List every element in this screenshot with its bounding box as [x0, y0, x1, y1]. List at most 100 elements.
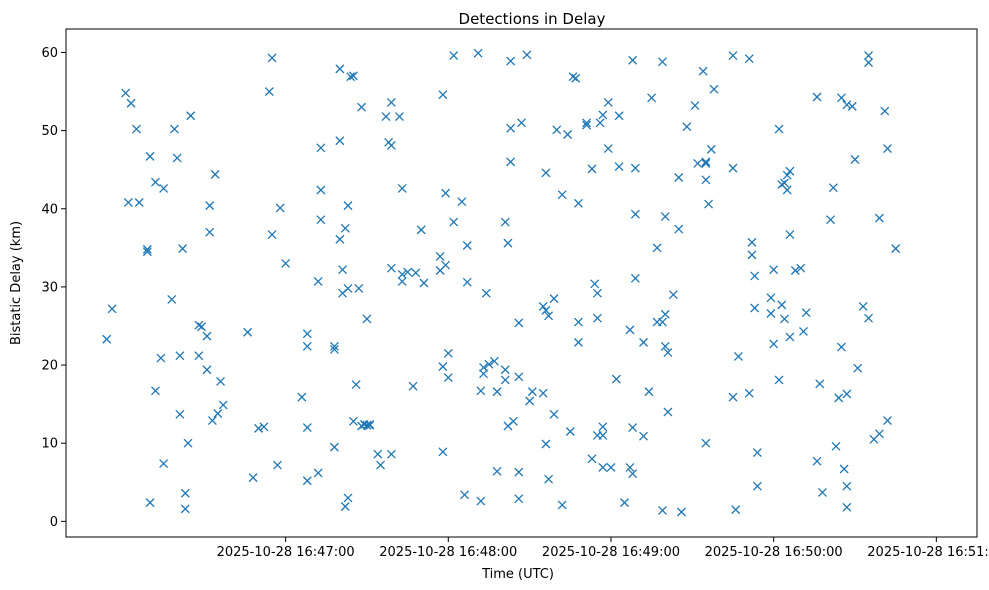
y-tick-label-4: 40	[41, 202, 58, 217]
data-point-49	[302, 341, 312, 351]
data-point-32	[205, 227, 215, 237]
data-point-140	[525, 396, 535, 406]
data-point-23	[180, 488, 190, 498]
data-point-157	[571, 73, 581, 83]
data-point-252	[815, 379, 825, 389]
data-point-221	[731, 505, 741, 515]
data-point-121	[484, 359, 494, 369]
data-point-276	[883, 144, 892, 154]
data-point-171	[598, 422, 608, 432]
data-point-191	[644, 387, 654, 397]
data-point-190	[639, 431, 648, 441]
data-point-108	[443, 373, 453, 383]
data-point-64	[338, 265, 348, 275]
x-axis-ticks: 2025-10-28 16:47:00 2025-10-28 16:48:00 20…	[217, 537, 989, 560]
data-point-167	[592, 313, 602, 323]
data-point-0	[102, 334, 112, 344]
data-point-111	[457, 197, 467, 207]
data-point-74	[351, 380, 361, 390]
data-point-258	[836, 93, 846, 103]
y-axis-label: Bistatic Delay (km)	[9, 221, 24, 345]
data-point-277	[883, 416, 892, 426]
data-point-144	[541, 168, 551, 178]
data-point-265	[847, 101, 857, 111]
data-point-137	[514, 467, 524, 477]
data-point-125	[500, 365, 510, 375]
data-point-211	[701, 158, 711, 168]
data-point-42	[264, 87, 274, 96]
data-point-267	[853, 363, 863, 373]
data-point-46	[275, 203, 285, 213]
data-point-209	[693, 158, 703, 168]
data-point-1	[107, 304, 117, 314]
data-point-128	[503, 238, 513, 248]
data-point-45	[273, 460, 282, 470]
data-point-172	[598, 430, 608, 440]
data-point-83	[373, 449, 383, 459]
data-point-181	[625, 325, 635, 335]
data-point-39	[248, 473, 258, 483]
data-point-207	[682, 122, 692, 132]
data-point-58	[329, 442, 339, 452]
data-point-132	[506, 56, 516, 66]
data-point-19	[175, 409, 185, 419]
y-tick-label-6: 60	[41, 46, 58, 61]
data-point-259	[836, 342, 846, 352]
data-point-107	[443, 348, 453, 358]
data-point-94	[397, 276, 407, 286]
data-point-80	[362, 314, 372, 324]
data-point-216	[706, 144, 716, 154]
data-point-183	[628, 423, 638, 433]
data-point-120	[481, 288, 491, 298]
data-point-110	[449, 51, 459, 61]
data-point-187	[630, 209, 640, 219]
data-point-174	[603, 98, 613, 107]
data-point-163	[587, 164, 597, 174]
data-point-54	[313, 468, 323, 478]
data-point-90	[386, 449, 396, 459]
data-point-7	[145, 151, 155, 161]
data-point-11	[145, 498, 155, 508]
data-point-155	[565, 427, 575, 436]
data-point-113	[462, 277, 472, 287]
data-point-159	[573, 317, 583, 327]
data-point-179	[614, 111, 624, 121]
data-point-8	[142, 244, 152, 254]
data-point-205	[674, 173, 684, 182]
data-point-4	[123, 198, 133, 207]
data-point-210	[698, 66, 708, 76]
data-point-127	[500, 375, 510, 385]
data-point-240	[780, 178, 789, 188]
data-point-67	[340, 502, 350, 511]
data-point-33	[207, 416, 217, 426]
data-point-184	[628, 469, 638, 479]
data-point-115	[473, 48, 483, 58]
y-tick-label-1: 10	[41, 437, 58, 452]
data-point-103	[438, 362, 448, 372]
x-tick-label-4: 2025-10-28 16:51:00	[867, 545, 989, 560]
data-point-6	[134, 198, 144, 207]
data-point-162	[582, 120, 592, 130]
data-point-44	[267, 230, 277, 240]
data-point-136	[514, 494, 524, 504]
data-point-38	[243, 327, 253, 337]
data-point-131	[506, 157, 516, 167]
data-point-124	[492, 466, 502, 476]
data-point-255	[828, 183, 838, 193]
data-point-143	[538, 388, 548, 398]
data-point-223	[744, 54, 754, 64]
data-point-275	[880, 106, 890, 116]
data-point-122	[489, 356, 499, 366]
data-point-82	[365, 419, 375, 429]
data-point-196	[658, 317, 667, 327]
plot-frame	[65, 28, 978, 538]
data-point-278	[891, 244, 901, 254]
data-point-145	[541, 439, 551, 449]
data-point-142	[538, 301, 548, 311]
data-point-109	[449, 217, 459, 227]
data-point-227	[750, 303, 760, 313]
data-point-254	[826, 215, 836, 225]
data-point-105	[441, 188, 451, 198]
data-point-234	[769, 339, 779, 349]
